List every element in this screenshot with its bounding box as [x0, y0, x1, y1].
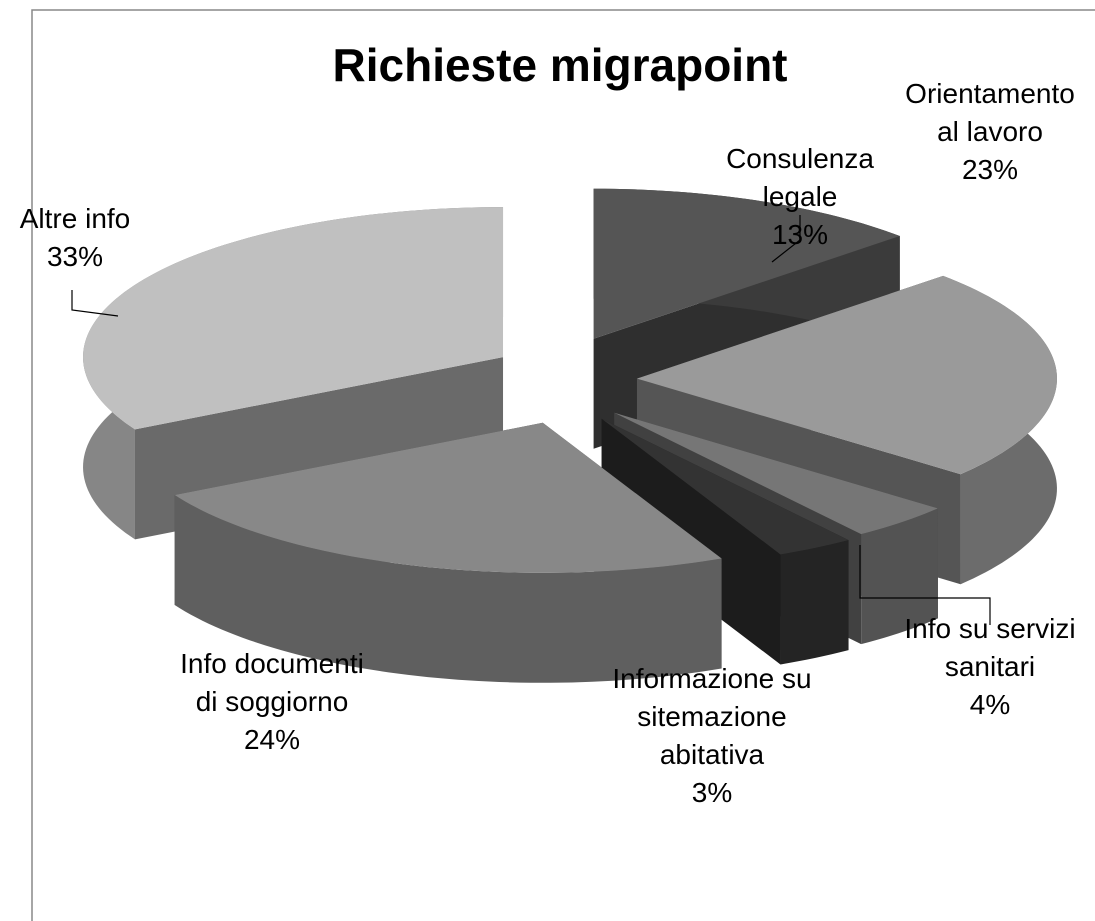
slice: [174, 422, 722, 573]
slice-value: 24%: [243, 724, 301, 755]
leader-line: [859, 545, 991, 625]
slices: [83, 188, 1057, 683]
chart-title: Richieste migrapoint: [332, 39, 788, 91]
slice-wall: [780, 540, 849, 665]
slice-value: 13%: [771, 219, 829, 250]
slice: [601, 418, 849, 555]
slice-name: Altre info: [19, 203, 131, 234]
leader-line: [71, 290, 119, 317]
leader-lines: [71, 215, 991, 625]
slice-name: Orientamento al lavoro: [905, 78, 1075, 147]
slice-value: 4%: [969, 689, 1011, 720]
slice-wall: [861, 508, 938, 645]
slice-value: 3%: [691, 777, 733, 808]
slice: [83, 207, 504, 430]
slice: [636, 275, 1057, 475]
frame: [31, 9, 1095, 921]
slice-value: 33%: [46, 241, 104, 272]
slice-label: Info su servizi sanitari 4%: [885, 610, 1095, 724]
slice-label: Info documenti di soggiorno 24%: [167, 645, 377, 759]
slice-name: Informazione su sitemazione abitativa: [612, 663, 812, 770]
slice-label: Informazione su sitemazione abitativa 3%: [607, 660, 817, 812]
slice-name: Info su servizi sanitari: [904, 613, 1076, 682]
slice-name: Info documenti di soggiorno: [180, 648, 364, 717]
leader-line: [771, 215, 801, 263]
slice-label: Altre info 33%: [0, 200, 150, 276]
slice-label: Consulenza legale 13%: [700, 140, 900, 254]
slice-wall: [174, 495, 722, 683]
slice-value: 23%: [961, 154, 1019, 185]
slice-name: Consulenza legale: [726, 143, 874, 212]
slice: [614, 412, 938, 535]
slice-label: Orientamento al lavoro 23%: [895, 75, 1085, 189]
slice: [593, 188, 900, 339]
